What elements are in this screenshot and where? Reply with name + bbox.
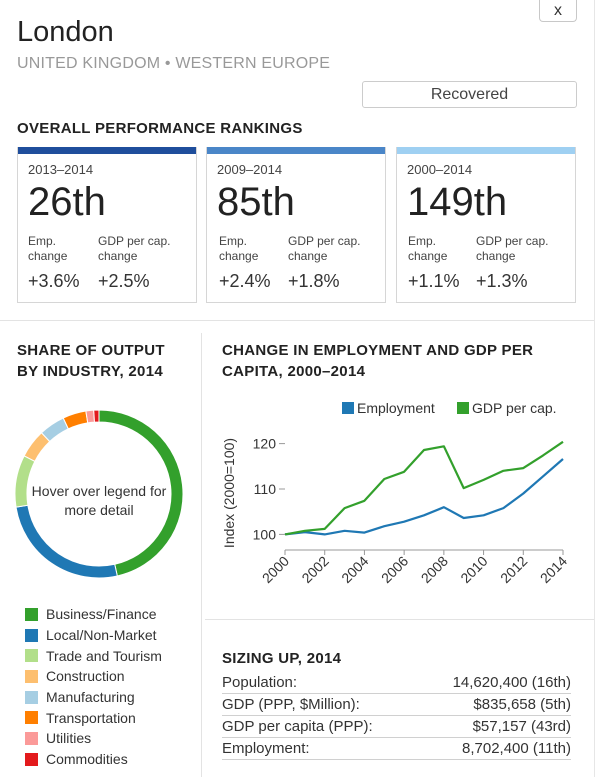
line-legend-item: Employment bbox=[342, 400, 435, 416]
y-tick-label: 110 bbox=[254, 481, 277, 497]
rank-card-2013-2014: 2013–2014 26th Emp. change GDP per cap. ch… bbox=[17, 147, 197, 303]
legend-item[interactable]: Local/Non-Market bbox=[25, 625, 162, 646]
gdp-change-label: GDP per cap. change bbox=[98, 234, 171, 263]
employment-gdp-line-chart: Employment GDP per cap. 100 110 120 Index (20… bbox=[221, 400, 570, 586]
legend-item[interactable]: Trade and Tourism bbox=[25, 645, 162, 666]
line-legend-swatch bbox=[342, 402, 354, 414]
x-tick-label: 2004 bbox=[338, 553, 371, 586]
industry-donut-chart bbox=[14, 409, 184, 579]
legend-swatch bbox=[25, 690, 38, 704]
sizing-row-gdp: GDP (PPP, $Million): $835,658 (5th) bbox=[222, 694, 571, 716]
rank-period: 2000–2014 bbox=[407, 162, 473, 177]
rank-value: 26th bbox=[28, 180, 106, 224]
donut-slice-commodities bbox=[93, 409, 100, 423]
industry-legend: Business/Finance Local/Non-Market Trade an… bbox=[25, 604, 162, 770]
change-chart-heading: CHANGE IN EMPLOYMENT AND GDP PER CAPITA, … bbox=[222, 342, 534, 380]
donut-slice-utilities bbox=[85, 409, 96, 424]
panel-border bbox=[594, 0, 595, 777]
legend-label: Trade and Tourism bbox=[46, 647, 162, 664]
x-tick-label: 2000 bbox=[259, 553, 292, 586]
sizing-value: $835,658 (5th) bbox=[473, 696, 571, 713]
donut-hint-text: Hover over legend for more detail bbox=[31, 483, 167, 518]
legend-label: Business/Finance bbox=[46, 606, 157, 623]
rank-period: 2009–2014 bbox=[217, 162, 283, 177]
x-tick-label: 2006 bbox=[378, 553, 411, 586]
line-legend-swatch bbox=[457, 402, 469, 414]
emp-change-value: +3.6% bbox=[28, 271, 80, 291]
gdp-change-label: GDP per cap. change bbox=[476, 234, 549, 263]
legend-label: Local/Non-Market bbox=[46, 627, 157, 644]
emp-change-label: Emp. change bbox=[219, 234, 259, 263]
series-line-gdp-per-cap bbox=[284, 440, 564, 536]
section-divider bbox=[0, 320, 594, 321]
legend-swatch bbox=[25, 669, 38, 683]
rank-card-color-bar bbox=[397, 147, 575, 154]
legend-item[interactable]: Construction bbox=[25, 666, 162, 687]
legend-swatch bbox=[25, 628, 38, 642]
sizing-label: Population: bbox=[222, 674, 298, 691]
sizing-label: Employment: bbox=[222, 740, 310, 757]
y-tick-label: 120 bbox=[253, 436, 277, 452]
legend-item[interactable]: Manufacturing bbox=[25, 687, 162, 708]
legend-label: Construction bbox=[46, 668, 125, 685]
y-tick-label: 100 bbox=[253, 526, 277, 542]
section-divider bbox=[205, 619, 594, 620]
status-badge: Recovered bbox=[362, 81, 577, 108]
gdp-change-label: GDP per cap. change bbox=[288, 234, 361, 263]
emp-change-value: +1.1% bbox=[408, 271, 460, 291]
close-button[interactable]: x bbox=[539, 0, 577, 22]
emp-change-label: Emp. change bbox=[28, 234, 68, 263]
legend-item[interactable]: Business/Finance bbox=[25, 604, 162, 625]
series-line-employment bbox=[284, 458, 564, 536]
share-heading: SHARE OF OUTPUT BY INDUSTRY, 2014 bbox=[17, 342, 165, 380]
donut-slice-transportation bbox=[62, 410, 89, 430]
rank-card-color-bar bbox=[18, 147, 196, 154]
rank-value: 149th bbox=[407, 180, 508, 224]
sizing-row-gdp-per-capita: GDP per capita (PPP): $57,157 (43rd) bbox=[222, 716, 571, 738]
legend-swatch bbox=[25, 752, 38, 766]
legend-label: Utilities bbox=[46, 730, 92, 747]
gdp-change-value: +1.3% bbox=[476, 271, 528, 291]
legend-item[interactable]: Transportation bbox=[25, 707, 162, 728]
column-divider bbox=[201, 333, 202, 777]
line-legend-item: GDP per cap. bbox=[457, 400, 557, 416]
legend-swatch bbox=[25, 711, 38, 725]
sizing-row-population: Population: 14,620,400 (16th) bbox=[222, 672, 571, 694]
rank-period: 2013–2014 bbox=[28, 162, 94, 177]
gdp-change-value: +1.8% bbox=[288, 271, 340, 291]
sizing-value: $57,157 (43rd) bbox=[472, 718, 571, 735]
legend-label: Transportation bbox=[46, 709, 136, 726]
x-tick-label: 2012 bbox=[497, 553, 530, 586]
legend-label: Commodities bbox=[46, 751, 128, 768]
rank-card-2009-2014: 2009–2014 85th Emp. change GDP per cap. ch… bbox=[206, 147, 386, 303]
legend-item[interactable]: Commodities bbox=[25, 749, 162, 770]
x-tick-label: 2008 bbox=[418, 553, 451, 586]
sizing-value: 8,702,400 (11th) bbox=[462, 740, 571, 757]
sizing-label: GDP (PPP, $Million): bbox=[222, 696, 360, 713]
legend-swatch bbox=[25, 731, 38, 745]
legend-item[interactable]: Utilities bbox=[25, 728, 162, 749]
sizing-heading: SIZING UP, 2014 bbox=[222, 650, 342, 667]
x-tick-label: 2010 bbox=[457, 553, 490, 586]
city-title: London bbox=[17, 16, 114, 48]
sizing-label: GDP per capita (PPP): bbox=[222, 718, 373, 735]
legend-swatch bbox=[25, 607, 38, 621]
rankings-heading: OVERALL PERFORMANCE RANKINGS bbox=[17, 120, 303, 137]
emp-change-label: Emp. change bbox=[408, 234, 448, 263]
region-subtitle: UNITED KINGDOM • WESTERN EUROPE bbox=[17, 55, 331, 72]
rank-value: 85th bbox=[217, 180, 295, 224]
rank-card-color-bar bbox=[207, 147, 385, 154]
sizing-row-employment: Employment: 8,702,400 (11th) bbox=[222, 738, 571, 760]
rank-card-2000-2014: 2000–2014 149th Emp. change GDP per cap. c… bbox=[396, 147, 576, 303]
y-axis-label: Index (2000=100) bbox=[221, 438, 237, 548]
line-legend-label: GDP per cap. bbox=[472, 400, 557, 416]
legend-swatch bbox=[25, 649, 38, 663]
legend-label: Manufacturing bbox=[46, 689, 135, 706]
line-legend-label: Employment bbox=[357, 400, 435, 416]
gdp-change-value: +2.5% bbox=[98, 271, 150, 291]
emp-change-value: +2.4% bbox=[219, 271, 271, 291]
sizing-value: 14,620,400 (16th) bbox=[452, 674, 571, 691]
x-tick-label: 2014 bbox=[537, 553, 570, 586]
x-tick-label: 2002 bbox=[298, 553, 331, 586]
